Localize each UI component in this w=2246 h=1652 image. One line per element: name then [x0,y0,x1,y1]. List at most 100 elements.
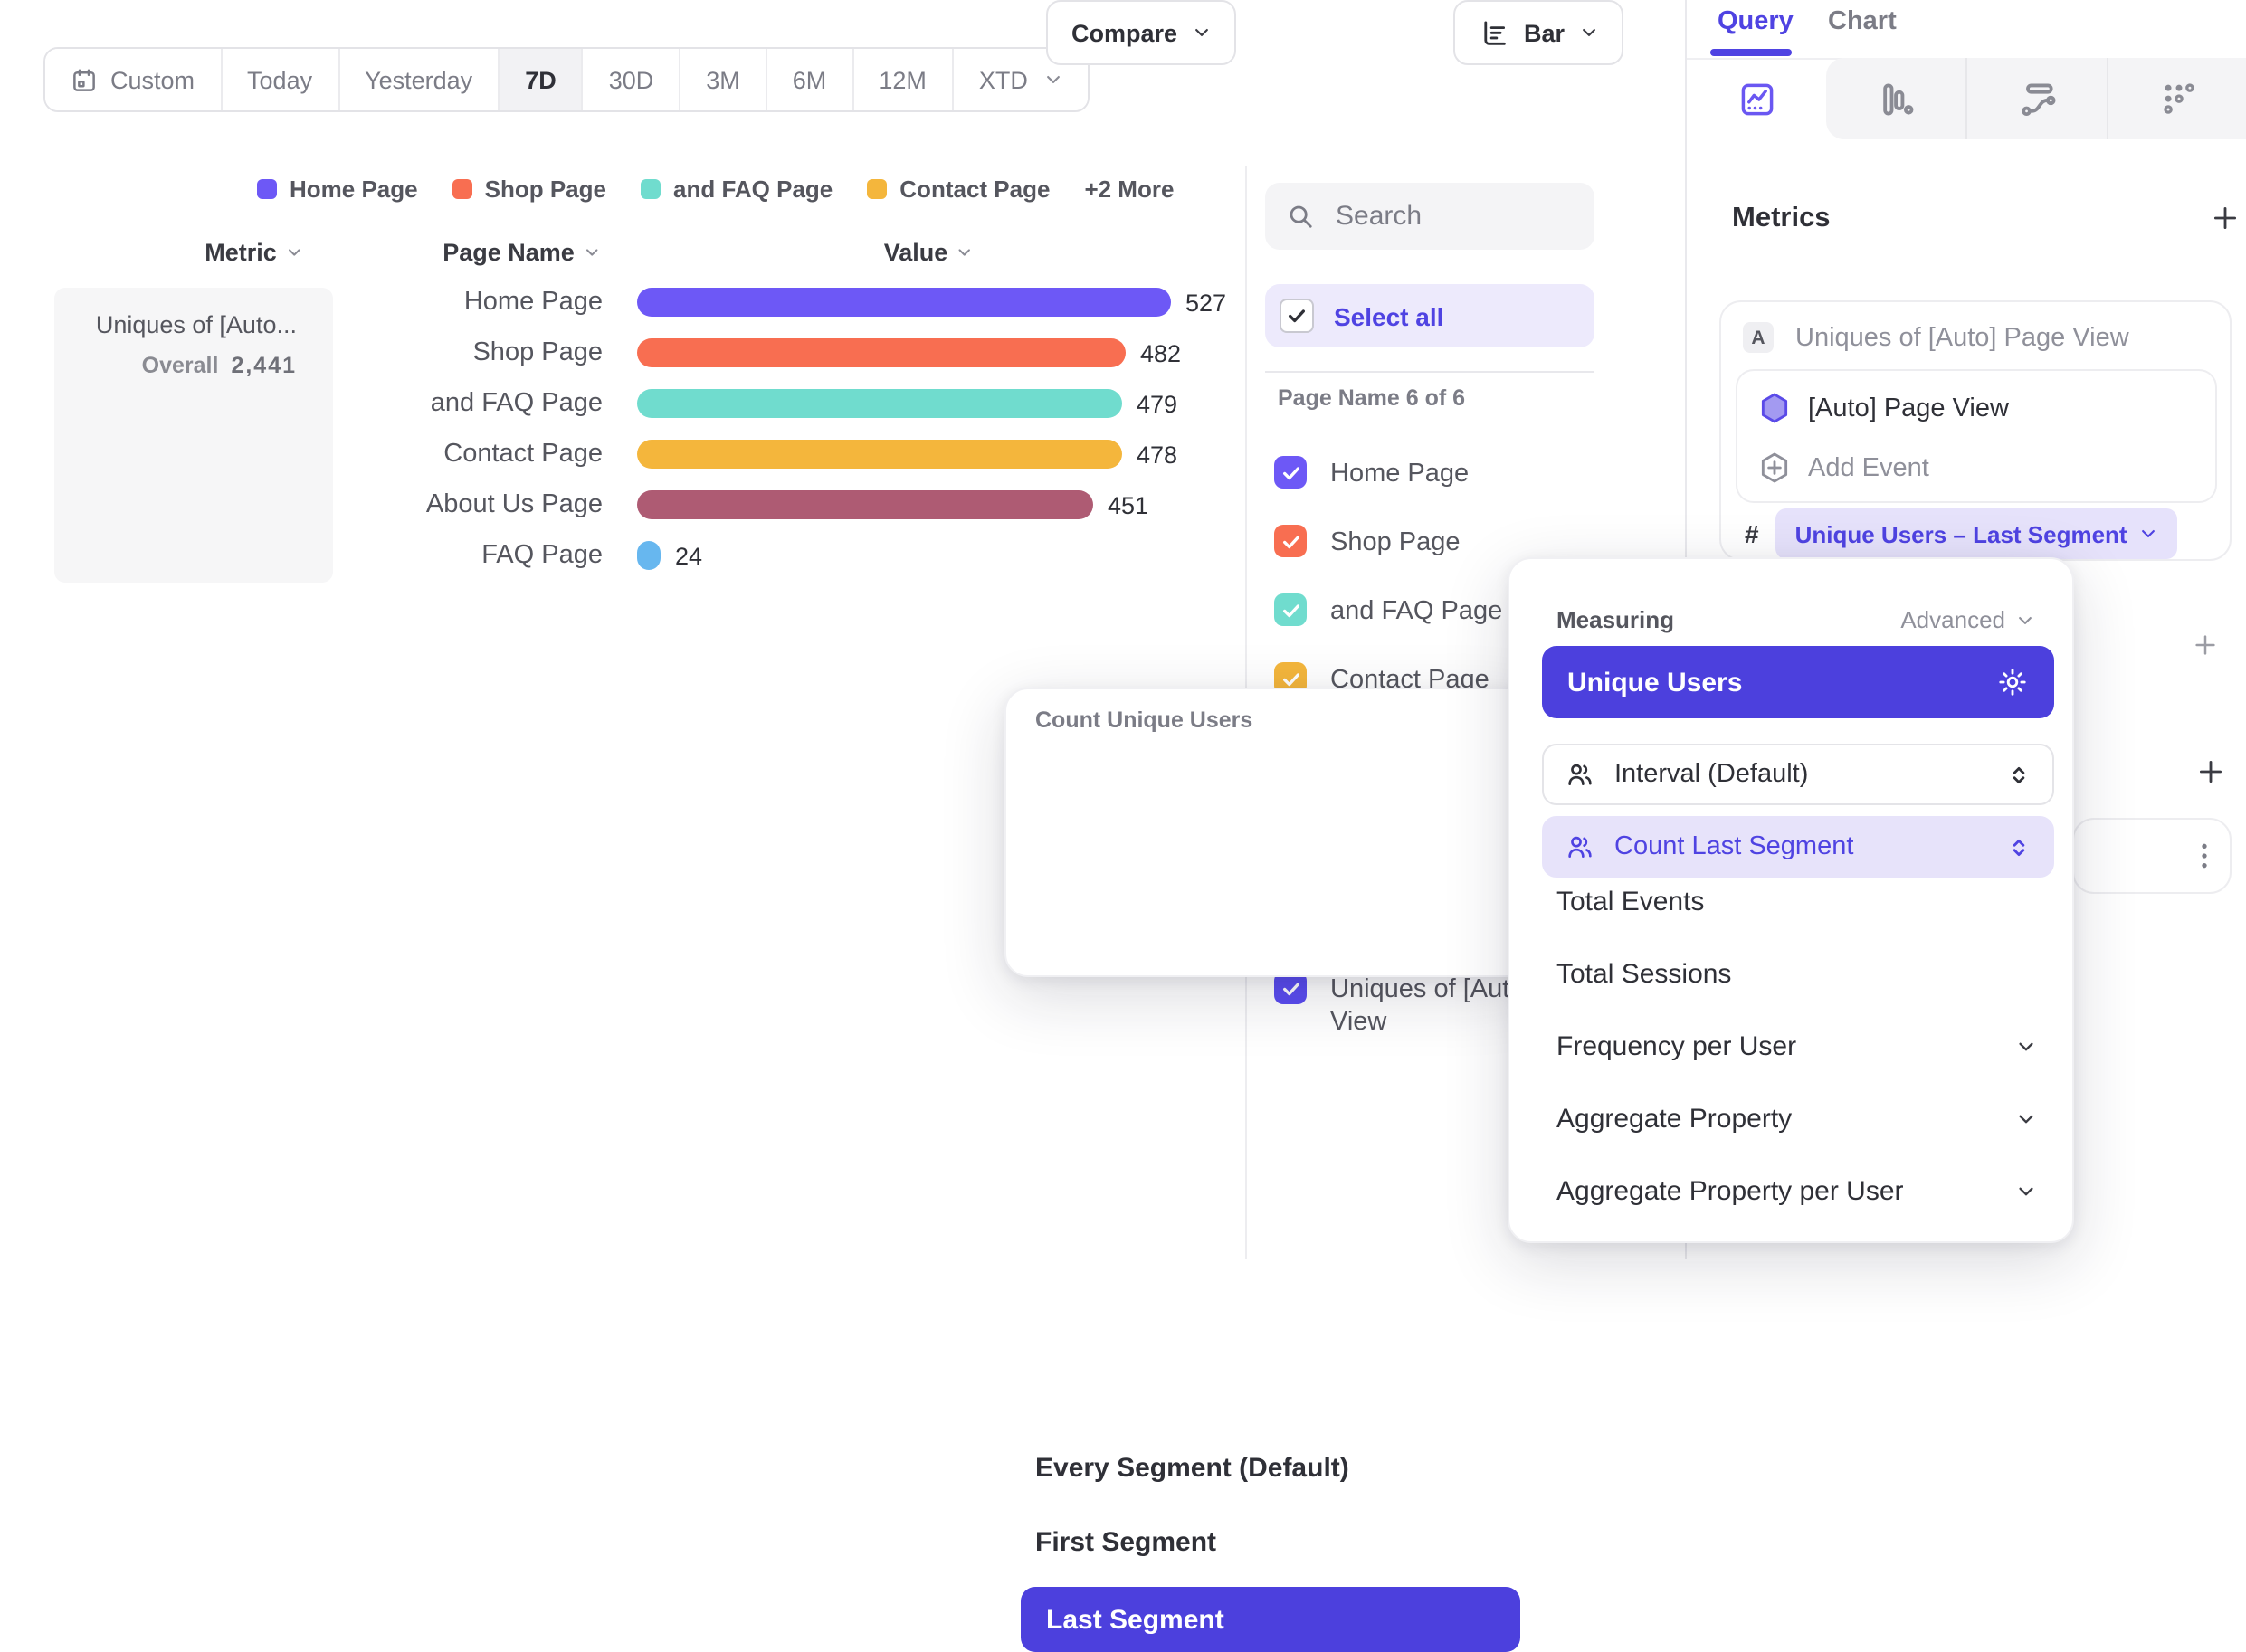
breakdown-card[interactable] [2072,818,2232,894]
date-range-7d[interactable]: 7D [500,49,584,110]
advanced-toggle[interactable]: Advanced [1900,606,2034,633]
column-header-page-name[interactable]: Page Name [443,239,600,266]
sidebar-tabs: Query Chart [1687,0,2246,60]
segment-option[interactable]: First Segment [1035,1527,1217,1558]
report-tab-funnels[interactable] [1826,58,1965,139]
checkbox-checked-icon[interactable] [1274,456,1307,489]
report-tab-retention[interactable] [2107,58,2246,139]
bar[interactable] [637,440,1122,469]
measuring-option[interactable]: Total Events [1556,886,1705,916]
filter-item-label: and FAQ Page [1330,596,1503,625]
legend-swatch [452,179,472,199]
report-tab-flows[interactable] [1965,58,2107,139]
date-range-30d[interactable]: 30D [583,49,681,110]
chart-row: About Us Page 451 [0,479,1249,530]
report-tab-insights[interactable] [1687,58,1826,139]
select-all-checkbox[interactable] [1280,299,1314,333]
column-header-metric[interactable]: Metric [205,239,302,266]
add-breakdown-button[interactable] [2195,756,2226,787]
checkbox-checked-icon[interactable] [1274,525,1307,557]
date-range-3m[interactable]: 3M [680,49,767,110]
count-segment-dropdown: Count Unique Users Every Segment (Defaul… [1004,688,1537,1652]
measuring-option[interactable]: Total Sessions [1556,958,1732,989]
legend-label: Home Page [290,176,418,203]
event-row[interactable]: [Auto] Page View [1757,391,2009,425]
legend-swatch [257,179,277,199]
filter-item-label: Shop Page [1330,527,1461,556]
measuring-option[interactable]: Aggregate Property per User [1556,1169,2036,1212]
legend-label: and FAQ Page [673,176,833,203]
date-range-yesterday[interactable]: Yesterday [339,49,500,110]
search-input[interactable] [1332,199,1556,233]
divider [1265,371,1594,373]
count-segment-selector-row[interactable]: Count Last Segment [1542,816,2054,878]
calendar-icon [71,66,98,93]
stepper-icon [2007,763,2031,786]
bar[interactable] [637,490,1093,519]
tab-query[interactable]: Query [1718,7,1794,36]
date-range-label: 12M [879,66,927,93]
bar[interactable] [637,338,1126,367]
chart-type-button[interactable]: Bar [1453,0,1623,65]
segment-option[interactable]: Every Segment (Default) [1035,1453,1349,1484]
segment-option[interactable]: Last Segment [1021,1587,1520,1652]
legend-item[interactable]: Contact Page [867,176,1050,203]
chart-row: Shop Page 482 [0,328,1249,378]
legend-item[interactable]: Shop Page [452,176,606,203]
select-all-row[interactable]: Select all [1265,284,1594,347]
filter-checkbox-item[interactable]: Shop Page [1274,525,1461,558]
search-box[interactable] [1265,183,1594,250]
event-block: [Auto] Page View Add Event [1736,369,2217,503]
add-event-row[interactable]: Add Event [1757,451,1929,485]
kebab-menu-icon[interactable] [2201,838,2208,874]
check-icon [1280,600,1300,620]
column-header-value[interactable]: Value [884,239,974,266]
date-range-12m[interactable]: 12M [853,49,954,110]
bar-category-label: FAQ Page [481,541,603,570]
filter-checkbox-item[interactable]: and FAQ Page [1274,593,1502,627]
measurement-pill[interactable]: Unique Users – Last Segment [1775,508,2178,559]
checkbox-checked-icon[interactable] [1274,593,1307,626]
chart-legend: Home Page Shop Page and FAQ Page Contact Pa… [257,176,1174,203]
insights-icon [1737,79,1776,119]
add-filter-button[interactable] [2192,631,2219,659]
metric-card[interactable]: A Uniques of [Auto] Page View [Auto] Pag… [1719,300,2232,561]
check-icon [1280,978,1300,998]
metric-series-row: A Uniques of [Auto] Page View [1743,322,2129,353]
compare-button[interactable]: Compare [1046,0,1236,65]
series-letter-badge: A [1743,322,1774,353]
gear-icon[interactable] [1996,666,2029,698]
chart-row: and FAQ Page 479 [0,378,1249,429]
measuring-option[interactable]: Aggregate Property [1556,1097,2036,1140]
bar-chart-icon [1479,17,1509,48]
interval-selector-row[interactable]: Interval (Default) [1542,744,2054,805]
legend-swatch [641,179,661,199]
date-range-label: 7D [525,66,557,93]
query-builder-sidebar: Query Chart Metrics A Uniques of [Auto] … [1508,0,2246,1259]
date-range-label: 6M [792,66,827,93]
legend-label: Shop Page [484,176,606,203]
bar[interactable] [637,389,1122,418]
check-icon [1280,669,1300,688]
measuring-selected-row[interactable]: Unique Users [1542,646,2054,718]
date-range-6m[interactable]: 6M [766,49,854,110]
add-metric-button[interactable] [2210,203,2241,233]
date-range-today[interactable]: Today [222,49,340,110]
tab-chart[interactable]: Chart [1828,7,1897,36]
measuring-option[interactable]: Frequency per User [1556,1024,2036,1068]
measurement-row: # Unique Users – Last Segment [1745,508,2178,559]
chevron-down-icon [584,244,600,261]
bar-value-label: 478 [1137,441,1178,468]
metric-summary-cell[interactable]: Uniques of [Auto... Overall 2,441 [54,288,333,583]
legend-item[interactable]: Home Page [257,176,418,203]
legend-more-label[interactable]: +2 More [1084,176,1175,203]
date-range-custom[interactable]: Custom [45,49,223,110]
legend-item[interactable]: and FAQ Page [641,176,833,203]
bar[interactable] [637,541,661,570]
date-range-label: XTD [978,66,1028,93]
bar[interactable] [637,288,1171,317]
filter-checkbox-item[interactable]: Home Page [1274,456,1469,489]
measuring-dropdown: Measuring Advanced Unique Users Interval… [1508,557,2074,1243]
checkbox-checked-icon[interactable] [1274,972,1307,1004]
